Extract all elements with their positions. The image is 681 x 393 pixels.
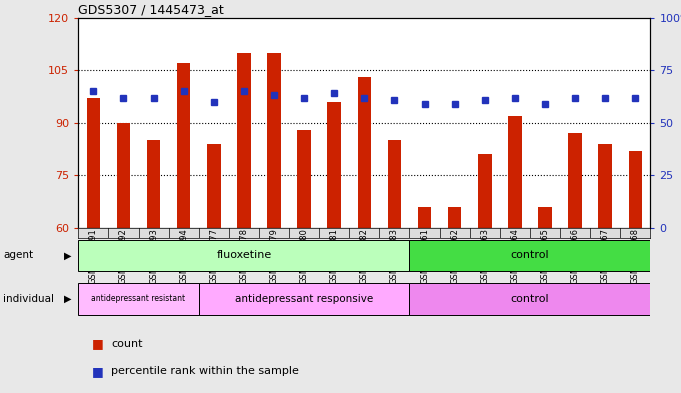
Bar [86,98,100,228]
Bar [237,53,251,228]
Text: ■: ■ [92,337,104,351]
Text: GSM1059593: GSM1059593 [149,228,158,284]
Bar [629,151,642,228]
Bar [538,207,552,228]
Text: GSM1059578: GSM1059578 [240,228,249,285]
FancyBboxPatch shape [78,283,199,314]
Text: GSM1059591: GSM1059591 [89,228,98,284]
Bar [569,133,582,228]
FancyBboxPatch shape [409,283,650,314]
Text: GSM1059568: GSM1059568 [631,228,640,285]
Text: ▶: ▶ [64,250,72,261]
Text: GDS5307 / 1445473_at: GDS5307 / 1445473_at [78,3,224,16]
Bar [417,207,431,228]
Text: individual: individual [3,294,54,304]
Text: GSM1059567: GSM1059567 [601,228,609,285]
Text: antidepressant resistant: antidepressant resistant [91,294,186,303]
Text: GSM1059579: GSM1059579 [270,228,279,284]
Bar [599,144,612,228]
Text: fluoxetine: fluoxetine [217,250,272,261]
Bar [448,207,462,228]
Bar [328,102,341,228]
Text: control: control [511,294,550,304]
Text: count: count [111,339,142,349]
Bar [177,63,191,228]
Text: ▶: ▶ [64,294,72,304]
Bar [358,77,371,228]
Text: GSM1059580: GSM1059580 [300,228,308,284]
FancyBboxPatch shape [78,239,409,271]
Text: GSM1059563: GSM1059563 [480,228,489,285]
Text: GSM1059561: GSM1059561 [420,228,429,284]
Bar [116,123,130,228]
Bar [478,154,492,228]
Bar [387,140,401,228]
Text: GSM1059562: GSM1059562 [450,228,459,284]
Text: GSM1059583: GSM1059583 [390,228,399,285]
Text: GSM1059594: GSM1059594 [179,228,188,284]
Text: GSM1059566: GSM1059566 [571,228,580,285]
Text: GSM1059582: GSM1059582 [360,228,369,284]
FancyBboxPatch shape [199,283,409,314]
Text: GSM1059592: GSM1059592 [119,228,128,284]
Text: GSM1059564: GSM1059564 [510,228,520,284]
Text: antidepressant responsive: antidepressant responsive [235,294,373,304]
Text: ■: ■ [92,365,104,378]
FancyBboxPatch shape [409,239,650,271]
Bar [298,130,311,228]
Bar [207,144,221,228]
Bar [147,140,160,228]
Text: agent: agent [3,250,33,261]
Text: GSM1059565: GSM1059565 [541,228,550,284]
Bar [267,53,281,228]
Bar [508,116,522,228]
Text: GSM1059581: GSM1059581 [330,228,338,284]
Text: control: control [511,250,550,261]
Text: GSM1059577: GSM1059577 [209,228,219,285]
Text: percentile rank within the sample: percentile rank within the sample [111,366,299,376]
